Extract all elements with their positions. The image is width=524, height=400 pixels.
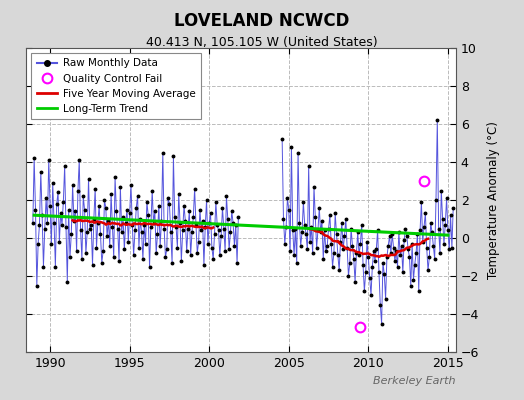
Text: Berkeley Earth: Berkeley Earth [374,376,456,386]
Legend: Raw Monthly Data, Quality Control Fail, Five Year Moving Average, Long-Term Tren: Raw Monthly Data, Quality Control Fail, … [31,53,201,119]
Y-axis label: Temperature Anomaly (°C): Temperature Anomaly (°C) [487,121,500,279]
Text: LOVELAND NCWCD: LOVELAND NCWCD [174,12,350,30]
Text: 40.413 N, 105.105 W (United States): 40.413 N, 105.105 W (United States) [146,36,378,49]
